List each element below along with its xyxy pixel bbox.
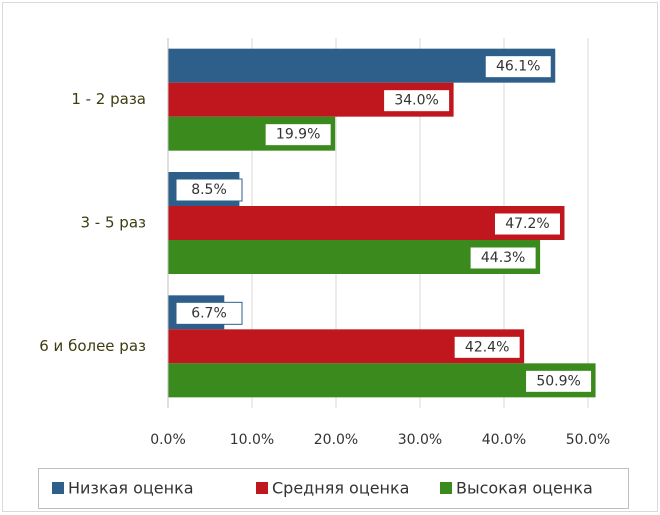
data-label: 47.2%: [505, 216, 549, 232]
legend-box: [38, 468, 629, 509]
x-tick-label: 0.0%: [150, 432, 186, 448]
data-label-box: [525, 369, 593, 393]
legend-label: Низкая оценка: [68, 479, 194, 498]
data-label-box: [264, 123, 332, 147]
data-label-box: [493, 212, 561, 236]
data-label: 50.9%: [536, 373, 580, 389]
data-label: 6.7%: [191, 305, 227, 321]
legend-label: Средняя оценка: [272, 479, 409, 498]
data-label-box: [175, 301, 243, 325]
data-label-box: [469, 246, 537, 270]
data-label: 19.9%: [276, 127, 320, 143]
x-tick-label: 50.0%: [566, 432, 610, 448]
legend-swatch: [52, 482, 64, 494]
category-label: 1 - 2 раза: [71, 90, 146, 108]
data-label-box: [383, 89, 451, 113]
category-label: 3 - 5 раз: [81, 214, 147, 232]
x-tick-label: 30.0%: [398, 432, 442, 448]
data-label: 42.4%: [465, 339, 509, 355]
bar: [168, 363, 596, 398]
data-label: 8.5%: [191, 182, 227, 198]
data-label: 34.0%: [394, 93, 438, 109]
x-tick-label: 20.0%: [314, 432, 358, 448]
x-tick-label: 40.0%: [482, 432, 526, 448]
data-label-box: [175, 178, 243, 202]
data-label: 46.1%: [496, 59, 540, 75]
legend-swatch: [440, 482, 452, 494]
x-tick-label: 10.0%: [230, 432, 274, 448]
data-label-box: [484, 55, 552, 79]
legend-swatch: [256, 482, 268, 494]
data-label: 44.3%: [481, 250, 525, 266]
legend-label: Высокая оценка: [456, 479, 593, 498]
data-label-box: [453, 335, 521, 359]
category-label: 6 и более раз: [39, 337, 146, 355]
